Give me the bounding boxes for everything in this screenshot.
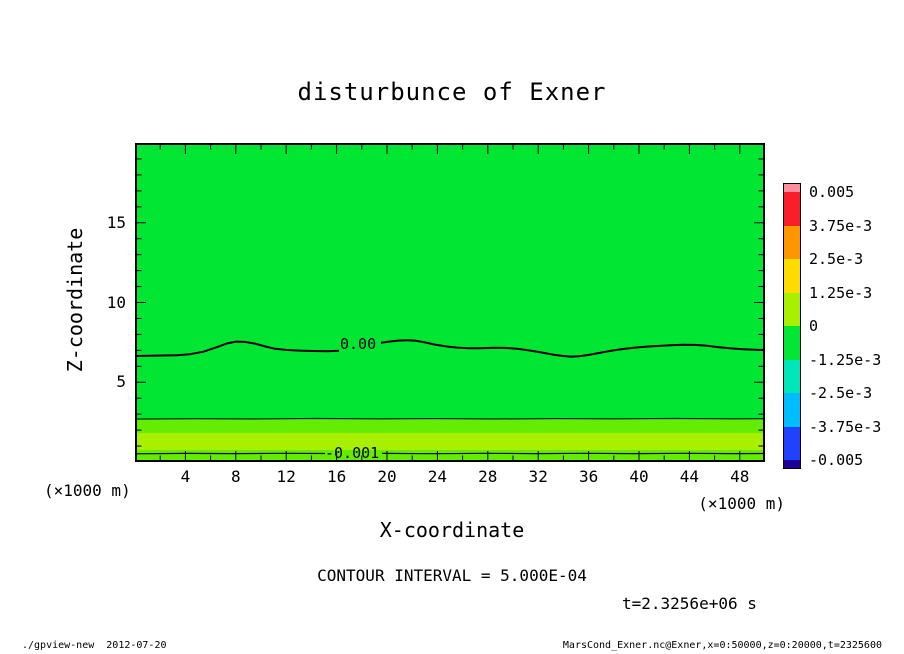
x-axis-tick-label: 8: [230, 467, 241, 486]
colorbar-cell: [784, 225, 800, 259]
x-axis-tick-label: 24: [427, 467, 448, 486]
colorbar-tick-label: -1.25e-3: [809, 350, 882, 369]
colorbar-cell: [784, 426, 800, 460]
x-axis-tick-label: 12: [276, 467, 296, 486]
contour-label-zero: 0.00: [340, 335, 377, 353]
colorbar-tick-label: -0.005: [809, 451, 864, 469]
plot-area: 0.00 -0.001: [135, 143, 765, 462]
contour-line-mid: [135, 417, 765, 420]
z-axis-unit-label: (×1000 m): [44, 481, 131, 500]
x-axis-tick-label: 28: [478, 467, 498, 486]
colorbar-cell: [784, 192, 800, 226]
x-axis-tick-label: 44: [679, 467, 700, 486]
x-axis-unit-label: (×1000 m): [698, 494, 785, 513]
tone-fill-band: [135, 450, 765, 462]
x-axis-tick-label: 16: [326, 467, 347, 486]
contour-label-minus-0.001: -0.001: [325, 444, 380, 462]
x-axis-tick-label: 4: [180, 467, 191, 486]
footer-dataset-text: MarsCond_Exner.nc@Exner,x=0:50000,z=0:20…: [562, 640, 882, 651]
colorbar-tick-label: -3.75e-3: [809, 417, 882, 436]
plot-canvas: [135, 143, 765, 462]
contour-line-zero-right: [380, 339, 765, 358]
contour-line-bottom-left: [135, 452, 326, 455]
colorbar-tick-label: 1.25e-3: [809, 283, 873, 302]
footer-command-text: ./gpview-new 2012-07-20: [22, 640, 167, 651]
contour-interval-text: CONTOUR INTERVAL = 5.000E-04: [317, 566, 587, 585]
plot-frame: [135, 143, 765, 462]
tone-fill-band: [135, 420, 765, 433]
x-axis-tick-label: 36: [578, 467, 599, 486]
x-axis-title: X-coordinate: [379, 518, 525, 542]
colorbar-cell: [784, 393, 800, 427]
colorbar-cell: [784, 292, 800, 326]
colorbar-cell: [784, 184, 800, 192]
tone-fill-band: [135, 432, 765, 451]
z-axis-title: Z-coordinate: [63, 227, 87, 373]
x-axis-tick-label: 32: [528, 467, 548, 486]
tone-fill-band: [135, 143, 765, 421]
colorbar-tick-label: 0.005: [809, 183, 855, 201]
colorbar-tick-label: -2.5e-3: [809, 384, 873, 402]
x-axis-tick-label: 20: [377, 467, 397, 486]
x-axis-tick-label: 48: [730, 467, 750, 486]
contour-line-zero-left: [135, 340, 340, 357]
x-axis-tick-label: 40: [629, 467, 649, 486]
plot-title: disturbunce of Exner: [297, 78, 607, 106]
time-stamp-text: t=2.3256e+06 s: [622, 594, 757, 613]
tone-fill-layer: [135, 143, 765, 462]
colorbar-tick-label: 2.5e-3: [809, 250, 864, 268]
colorbar-cell: [784, 326, 800, 360]
z-axis-tick-label: 5: [116, 372, 126, 392]
colorbar-cell: [784, 460, 800, 468]
colorbar-tick-label: 3.75e-3: [809, 216, 873, 235]
colorbar-cell: [784, 259, 800, 293]
colorbar-tick-label: 0: [809, 317, 819, 335]
z-axis-tick-label: 10: [106, 292, 126, 312]
z-axis-tick-label: 15: [106, 212, 126, 232]
colorbar-cell: [784, 359, 800, 393]
colorbar: [783, 183, 801, 469]
